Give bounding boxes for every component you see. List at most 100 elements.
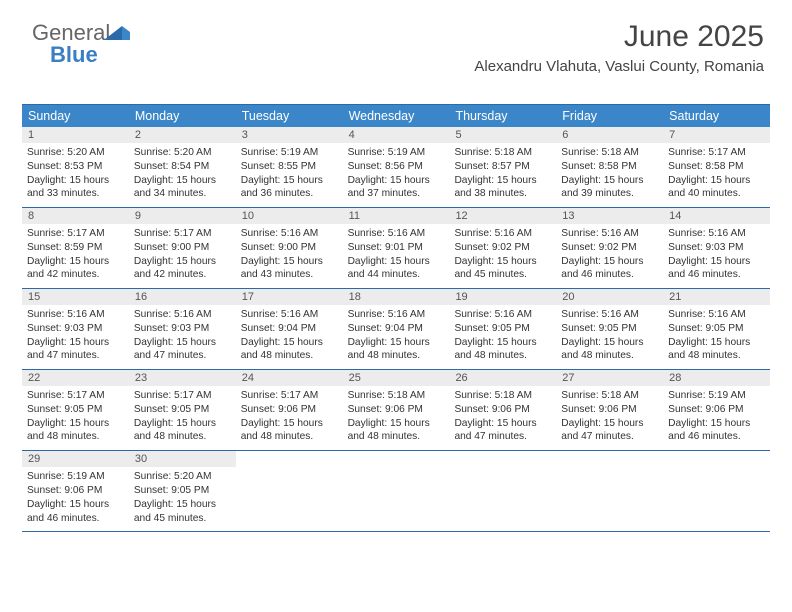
calendar-cell: Sunrise: 5:20 AMSunset: 9:05 PMDaylight:…: [129, 467, 236, 531]
daylight-line: Daylight: 15 hours and 47 minutes.: [454, 417, 551, 445]
day-number: 2: [129, 127, 236, 143]
page-title: June 2025: [474, 20, 764, 54]
calendar-week: Sunrise: 5:20 AMSunset: 8:53 PMDaylight:…: [22, 143, 770, 208]
calendar-cell: Sunrise: 5:17 AMSunset: 8:58 PMDaylight:…: [663, 143, 770, 207]
sunset-line: Sunset: 9:05 PM: [27, 403, 124, 417]
sunset-line: Sunset: 9:05 PM: [454, 322, 551, 336]
daylight-line: Daylight: 15 hours and 46 minutes.: [668, 255, 765, 283]
sunset-line: Sunset: 8:55 PM: [241, 160, 338, 174]
sunset-line: Sunset: 9:06 PM: [454, 403, 551, 417]
daylight-line: Daylight: 15 hours and 48 minutes.: [27, 417, 124, 445]
sunset-line: Sunset: 9:05 PM: [134, 484, 231, 498]
day-number-row: 891011121314: [22, 208, 770, 224]
daylight-line: Daylight: 15 hours and 36 minutes.: [241, 174, 338, 202]
sunrise-line: Sunrise: 5:19 AM: [348, 146, 445, 160]
sunset-line: Sunset: 9:03 PM: [134, 322, 231, 336]
sunrise-line: Sunrise: 5:18 AM: [454, 146, 551, 160]
day-number: 7: [663, 127, 770, 143]
sunrise-line: Sunrise: 5:17 AM: [668, 146, 765, 160]
daylight-line: Daylight: 15 hours and 39 minutes.: [561, 174, 658, 202]
calendar-cell: Sunrise: 5:16 AMSunset: 9:04 PMDaylight:…: [236, 305, 343, 369]
calendar-cell: Sunrise: 5:16 AMSunset: 9:02 PMDaylight:…: [449, 224, 556, 288]
sunset-line: Sunset: 9:05 PM: [134, 403, 231, 417]
day-number: 1: [22, 127, 129, 143]
sunrise-line: Sunrise: 5:20 AM: [134, 146, 231, 160]
day-number: 25: [343, 370, 450, 386]
calendar-cell: Sunrise: 5:16 AMSunset: 9:03 PMDaylight:…: [663, 224, 770, 288]
day-number: 15: [22, 289, 129, 305]
day-header: Wednesday: [343, 105, 450, 127]
calendar-cell: Sunrise: 5:20 AMSunset: 8:53 PMDaylight:…: [22, 143, 129, 207]
calendar-cell: Sunrise: 5:16 AMSunset: 9:05 PMDaylight:…: [556, 305, 663, 369]
daylight-line: Daylight: 15 hours and 44 minutes.: [348, 255, 445, 283]
calendar-week: Sunrise: 5:16 AMSunset: 9:03 PMDaylight:…: [22, 305, 770, 370]
calendar-cell: Sunrise: 5:16 AMSunset: 9:05 PMDaylight:…: [663, 305, 770, 369]
day-number: 17: [236, 289, 343, 305]
day-number: 10: [236, 208, 343, 224]
sunset-line: Sunset: 9:06 PM: [241, 403, 338, 417]
calendar-cell: Sunrise: 5:16 AMSunset: 9:04 PMDaylight:…: [343, 305, 450, 369]
day-number: 13: [556, 208, 663, 224]
sunrise-line: Sunrise: 5:16 AM: [454, 227, 551, 241]
day-header: Sunday: [22, 105, 129, 127]
sunrise-line: Sunrise: 5:16 AM: [561, 308, 658, 322]
calendar-cell: Sunrise: 5:17 AMSunset: 9:05 PMDaylight:…: [129, 386, 236, 450]
sunrise-line: Sunrise: 5:16 AM: [348, 227, 445, 241]
calendar-cell: Sunrise: 5:17 AMSunset: 9:05 PMDaylight:…: [22, 386, 129, 450]
sunrise-line: Sunrise: 5:16 AM: [27, 308, 124, 322]
daylight-line: Daylight: 15 hours and 46 minutes.: [668, 417, 765, 445]
daylight-line: Daylight: 15 hours and 47 minutes.: [134, 336, 231, 364]
day-number: [556, 451, 663, 467]
sunrise-line: Sunrise: 5:18 AM: [561, 146, 658, 160]
day-number: 29: [22, 451, 129, 467]
calendar-cell: Sunrise: 5:18 AMSunset: 9:06 PMDaylight:…: [556, 386, 663, 450]
day-number: 6: [556, 127, 663, 143]
calendar-cell: [236, 467, 343, 531]
sunrise-line: Sunrise: 5:18 AM: [561, 389, 658, 403]
sunset-line: Sunset: 9:01 PM: [348, 241, 445, 255]
calendar-cell: [449, 467, 556, 531]
calendar-cell: [663, 467, 770, 531]
calendar-cell: Sunrise: 5:18 AMSunset: 8:58 PMDaylight:…: [556, 143, 663, 207]
calendar-cell: Sunrise: 5:18 AMSunset: 9:06 PMDaylight:…: [449, 386, 556, 450]
sunset-line: Sunset: 9:02 PM: [454, 241, 551, 255]
calendar-week: Sunrise: 5:17 AMSunset: 9:05 PMDaylight:…: [22, 386, 770, 451]
calendar-cell: Sunrise: 5:19 AMSunset: 8:55 PMDaylight:…: [236, 143, 343, 207]
sunrise-line: Sunrise: 5:16 AM: [454, 308, 551, 322]
calendar-cell: Sunrise: 5:16 AMSunset: 9:05 PMDaylight:…: [449, 305, 556, 369]
daylight-line: Daylight: 15 hours and 48 minutes.: [348, 417, 445, 445]
calendar-cell: Sunrise: 5:16 AMSunset: 9:03 PMDaylight:…: [22, 305, 129, 369]
day-number: 23: [129, 370, 236, 386]
sunset-line: Sunset: 8:54 PM: [134, 160, 231, 174]
calendar-cell: Sunrise: 5:20 AMSunset: 8:54 PMDaylight:…: [129, 143, 236, 207]
daylight-line: Daylight: 15 hours and 47 minutes.: [27, 336, 124, 364]
daylight-line: Daylight: 15 hours and 47 minutes.: [561, 417, 658, 445]
day-header: Saturday: [663, 105, 770, 127]
day-number: 16: [129, 289, 236, 305]
day-number: 19: [449, 289, 556, 305]
daylight-line: Daylight: 15 hours and 46 minutes.: [27, 498, 124, 526]
day-number: [663, 451, 770, 467]
sunset-line: Sunset: 8:56 PM: [348, 160, 445, 174]
sunrise-line: Sunrise: 5:20 AM: [134, 470, 231, 484]
page-header: June 2025 Alexandru Vlahuta, Vaslui Coun…: [474, 20, 764, 75]
day-number: 5: [449, 127, 556, 143]
day-number: [236, 451, 343, 467]
sunrise-line: Sunrise: 5:18 AM: [454, 389, 551, 403]
calendar-cell: Sunrise: 5:16 AMSunset: 9:00 PMDaylight:…: [236, 224, 343, 288]
daylight-line: Daylight: 15 hours and 48 minutes.: [241, 417, 338, 445]
day-number: 20: [556, 289, 663, 305]
sunrise-line: Sunrise: 5:20 AM: [27, 146, 124, 160]
sunrise-line: Sunrise: 5:17 AM: [134, 227, 231, 241]
daylight-line: Daylight: 15 hours and 40 minutes.: [668, 174, 765, 202]
daylight-line: Daylight: 15 hours and 48 minutes.: [668, 336, 765, 364]
day-number-row: 2930: [22, 451, 770, 467]
calendar-cell: Sunrise: 5:18 AMSunset: 8:57 PMDaylight:…: [449, 143, 556, 207]
daylight-line: Daylight: 15 hours and 42 minutes.: [134, 255, 231, 283]
sunrise-line: Sunrise: 5:16 AM: [561, 227, 658, 241]
calendar-cell: Sunrise: 5:19 AMSunset: 9:06 PMDaylight:…: [22, 467, 129, 531]
daylight-line: Daylight: 15 hours and 34 minutes.: [134, 174, 231, 202]
sunset-line: Sunset: 9:04 PM: [241, 322, 338, 336]
sunrise-line: Sunrise: 5:16 AM: [668, 227, 765, 241]
day-number: 4: [343, 127, 450, 143]
